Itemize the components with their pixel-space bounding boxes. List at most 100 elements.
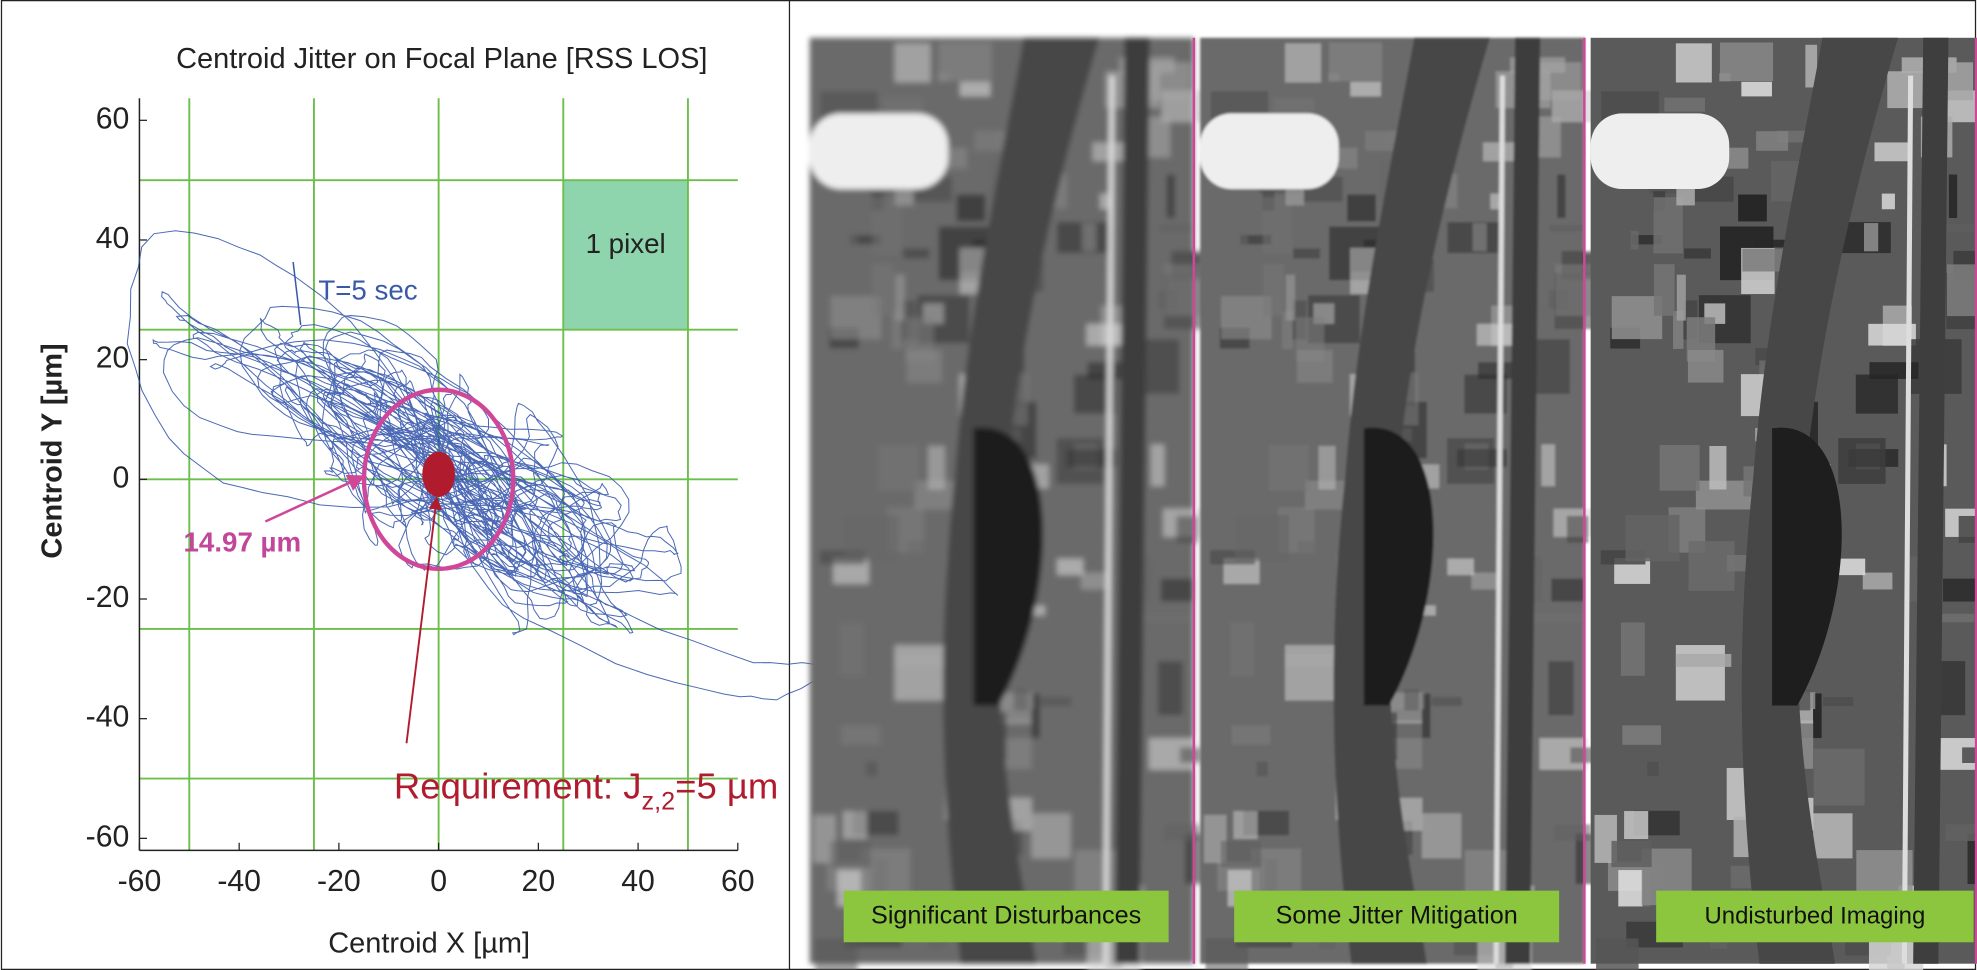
patch [1293,248,1320,258]
screenshot: 1 pixel-60-40-200204060-60-40-200204060C… [0,0,1977,970]
patch [895,43,931,82]
patch [1365,131,1397,151]
y-tick-label: -40 [86,701,130,734]
patch [1235,515,1289,561]
patch [1032,749,1083,806]
patch [1257,762,1268,776]
patch [1422,813,1461,858]
patch [1741,82,1772,97]
patch [1709,446,1726,490]
patch [1624,811,1648,839]
patch [1622,725,1661,744]
patch [1347,195,1376,222]
patch [1882,194,1895,210]
patch [841,725,880,744]
patch [1161,579,1193,602]
patch [1286,275,1295,321]
y-tick-label: -60 [86,820,130,853]
image-label: Significant Disturbances [871,902,1141,930]
requirement-arrow [407,498,437,744]
patch [1864,223,1878,251]
cloud [810,113,949,189]
patch [1756,131,1788,151]
patch [1676,43,1712,82]
patch [1626,515,1680,561]
patch [1297,350,1333,383]
x-tick-label: -60 [118,865,162,898]
requirement-part: Requirement: J [394,765,642,806]
patch [1232,725,1271,744]
trace-label: T=5 sec [318,275,417,306]
patch [1274,98,1315,112]
patch [872,197,901,253]
patch [1660,445,1700,491]
patch [907,350,943,383]
y-axis-label: Centroid Y [µm] [36,343,68,558]
cloud [1200,113,1339,189]
x-tick-label: 60 [721,865,755,898]
patch [1856,375,1898,414]
patch [1611,841,1651,867]
jitter-radius-label: 14.97 µm [184,527,302,558]
y-tick-label: -20 [86,581,130,614]
image-strip: Significant Disturbances Some Jitter Miti… [810,38,1977,970]
patch [1447,438,1494,484]
patch [1318,446,1335,490]
x-tick-label: 20 [522,865,556,898]
satellite-image: Undisturbed Imaging [1591,38,1977,970]
trace-pointer [293,262,301,325]
patch [840,622,864,675]
patch [1031,813,1070,858]
patch [1041,697,1071,706]
y-tick-label: 40 [96,222,130,255]
patch [1473,223,1487,251]
patch [1654,264,1675,316]
patch [1263,197,1292,253]
patch [903,248,930,258]
patch [815,938,857,970]
image-content [1200,38,1629,970]
patch [1557,175,1565,218]
x-tick-label: -40 [217,865,261,898]
patch [1839,559,1866,575]
patch [1631,231,1639,249]
requirement-part: z,2 [642,787,676,815]
patch [1285,43,1321,82]
patch [1180,747,1202,763]
patch [1814,749,1865,806]
patch [895,645,944,701]
centroid-dot [422,452,455,497]
patch [1596,938,1638,970]
y-tick-label: 60 [96,102,130,135]
patch [1676,645,1725,701]
patch [883,98,924,112]
patch [1838,438,1885,484]
satellite-image: Significant Disturbances [810,38,1239,970]
patch [1688,350,1724,383]
patch [1676,654,1731,667]
patch [1550,224,1583,232]
patch [1404,689,1419,710]
requirement-label: Requirement: Jz,2=5 µm [394,765,778,815]
patch [1221,841,1261,867]
patch [1159,224,1192,232]
patch [844,515,898,561]
patch [1863,573,1893,590]
image-label: Some Jitter Mitigation [1276,902,1518,930]
x-axis-label: Centroid X [µm] [328,927,530,959]
patch [1541,444,1555,486]
patch [975,131,1007,151]
patch [1057,559,1084,575]
patch [1167,175,1175,218]
patch [849,231,857,249]
patch [1230,622,1254,675]
patch [1014,689,1029,710]
patch [1536,62,1582,100]
patch [1949,175,1957,218]
patch [1056,438,1103,484]
image-content [810,38,1239,970]
x-tick-label: 40 [621,865,655,898]
patch [1285,645,1334,701]
cloud [1591,113,1730,189]
patch [830,841,870,867]
